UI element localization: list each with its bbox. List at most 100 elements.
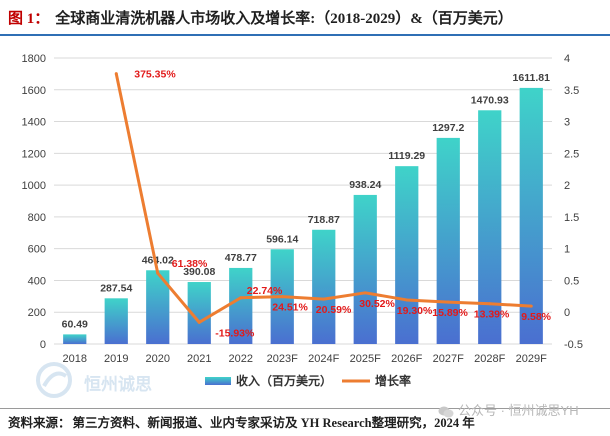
wechat-icon xyxy=(438,406,454,418)
revenue-bar-label: 464.02 xyxy=(142,254,174,266)
x-tick-label: 2019 xyxy=(104,353,128,365)
growth-rate-label: 22.74% xyxy=(247,285,283,297)
legend-line-label: 增长率 xyxy=(375,373,411,388)
revenue-bar xyxy=(353,194,377,344)
right-axis: -0.5 0 0.5 1 1.5 2 2.5 3 3.5 4 xyxy=(564,53,583,351)
source-text: 第三方资料、新闻报道、业内专家采访及 YH Research整理研究，2024 … xyxy=(72,416,475,430)
page-title: 图 1： 全球商业清洗机器人市场收入及增长率:（2018-2029）&（百万美元） xyxy=(8,6,604,32)
right-tick-label: 3 xyxy=(564,117,570,129)
growth-rate-label: 375.35% xyxy=(134,69,176,81)
revenue-bar-label: 718.87 xyxy=(308,214,340,226)
left-tick-label: 1400 xyxy=(22,117,46,129)
left-tick-label: 1600 xyxy=(22,85,46,97)
legend-bar-label: 收入（百万美元） xyxy=(236,373,332,388)
growth-rate-label: 20.59% xyxy=(316,304,352,316)
x-tick-label: 2023F xyxy=(267,353,298,365)
left-tick-label: 1800 xyxy=(22,53,46,65)
growth-rate-point xyxy=(363,291,367,295)
revenue-bar-label: 596.14 xyxy=(266,233,298,245)
right-tick-label: 4 xyxy=(564,53,570,65)
revenue-bar-label: 1297.2 xyxy=(432,122,464,134)
figure-label: 图 1： xyxy=(8,11,50,27)
revenue-bar-label: 390.08 xyxy=(183,266,215,278)
growth-rate-label: 15.89% xyxy=(432,307,468,319)
growth-rate-point xyxy=(529,304,533,308)
revenue-bar-label: 478.77 xyxy=(225,252,257,264)
right-tick-label: 3.5 xyxy=(564,85,579,97)
revenue-bar xyxy=(229,267,253,344)
left-tick-label: 1200 xyxy=(22,148,46,160)
growth-rate-point xyxy=(156,271,160,275)
x-tick-label: 2022 xyxy=(229,353,253,365)
footer-divider xyxy=(0,408,610,409)
left-tick-label: 600 xyxy=(28,244,46,256)
line-labels: 375.35% 61.38% -15.93% 22.74% 24.51% 20.59% 30… xyxy=(134,69,551,340)
source-note: 资料来源： 第三方资料、新闻报道、业内专家采访及 YH Research整理研究，… xyxy=(8,412,475,434)
x-tick-label: 2021 xyxy=(187,353,211,365)
watermark-logo-icon xyxy=(36,362,72,398)
legend: 收入（百万美元） 增长率 xyxy=(205,373,411,388)
watermark-account-text: 公众号 · 恒州诚思YH xyxy=(458,403,579,418)
right-tick-label: 2 xyxy=(564,180,570,192)
x-tick-label: 2028F xyxy=(474,353,505,365)
x-tick-label: 2029F xyxy=(516,353,547,365)
growth-rate-point xyxy=(280,295,284,299)
x-tick-label: 2025F xyxy=(350,353,381,365)
left-tick-label: 200 xyxy=(28,307,46,319)
bar-labels: 60.49 287.54 464.02 390.08 478.77 596.14 718.8… xyxy=(62,72,550,330)
growth-rate-label: 13.39% xyxy=(474,309,510,321)
revenue-bar xyxy=(63,334,87,344)
revenue-bar xyxy=(478,110,502,344)
growth-rate-point xyxy=(197,320,201,324)
revenue-bar-label: 60.49 xyxy=(62,318,88,330)
right-tick-label: 1.5 xyxy=(564,212,579,224)
growth-rate-label: 9.58% xyxy=(521,311,551,323)
growth-rate-point xyxy=(405,298,409,302)
left-tick-label: 1000 xyxy=(22,180,46,192)
x-tick-label: 2024F xyxy=(308,353,339,365)
revenue-bar-label: 1470.93 xyxy=(471,94,509,106)
right-tick-label: 0.5 xyxy=(564,275,579,287)
right-tick-label: 0 xyxy=(564,307,570,319)
source-label: 资料来源： xyxy=(8,416,71,430)
left-axis: 0 200 400 600 800 1000 1200 1400 1600 1800 xyxy=(22,53,46,351)
left-tick-label: 0 xyxy=(40,339,46,351)
revenue-bar xyxy=(104,298,128,344)
revenue-bar-label: 1611.81 xyxy=(513,72,551,84)
revenue-bar xyxy=(312,229,336,344)
right-tick-label: -0.5 xyxy=(564,339,583,351)
revenue-bar xyxy=(187,282,211,344)
right-tick-label: 2.5 xyxy=(564,148,579,160)
chart-title: 全球商业清洗机器人市场收入及增长率:（2018-2029）&（百万美元） xyxy=(55,11,513,27)
x-axis: 2018 2019 2020 2021 2022 2023F 2024F 2025F 2026F… xyxy=(63,353,548,365)
x-tick-label: 2020 xyxy=(146,353,170,365)
watermark-logo-text: 恒州诚思 xyxy=(84,375,152,394)
revenue-bar xyxy=(395,166,419,344)
growth-rate-label: -15.93% xyxy=(215,327,255,339)
growth-rate-point xyxy=(446,300,450,304)
revenue-bar-label: 938.24 xyxy=(349,179,381,191)
gridlines xyxy=(54,57,552,345)
x-tick-label: 2018 xyxy=(63,353,87,365)
x-tick-label: 2027F xyxy=(433,353,464,365)
title-divider xyxy=(0,34,610,36)
watermark-logo: 恒州诚思 xyxy=(34,360,204,400)
growth-rate-label: 24.51% xyxy=(272,302,308,314)
watermark-account: 公众号 · 恒州诚思YH xyxy=(438,402,579,420)
growth-rate-label: 61.38% xyxy=(172,258,208,270)
left-tick-label: 800 xyxy=(28,212,46,224)
revenue-bar xyxy=(519,87,543,344)
growth-rate-point xyxy=(239,296,243,300)
legend-bar-swatch xyxy=(205,377,231,385)
right-tick-label: 1 xyxy=(564,244,570,256)
revenue-bar xyxy=(146,270,170,344)
revenue-bar xyxy=(436,137,460,344)
line-series xyxy=(114,72,533,324)
growth-rate-point xyxy=(488,302,492,306)
growth-rate-point xyxy=(322,297,326,301)
revenue-bar-label: 287.54 xyxy=(100,282,132,294)
growth-rate-point xyxy=(114,72,118,76)
growth-rate-label: 30.52% xyxy=(359,298,395,310)
growth-rate-label: 19.30% xyxy=(397,305,433,317)
